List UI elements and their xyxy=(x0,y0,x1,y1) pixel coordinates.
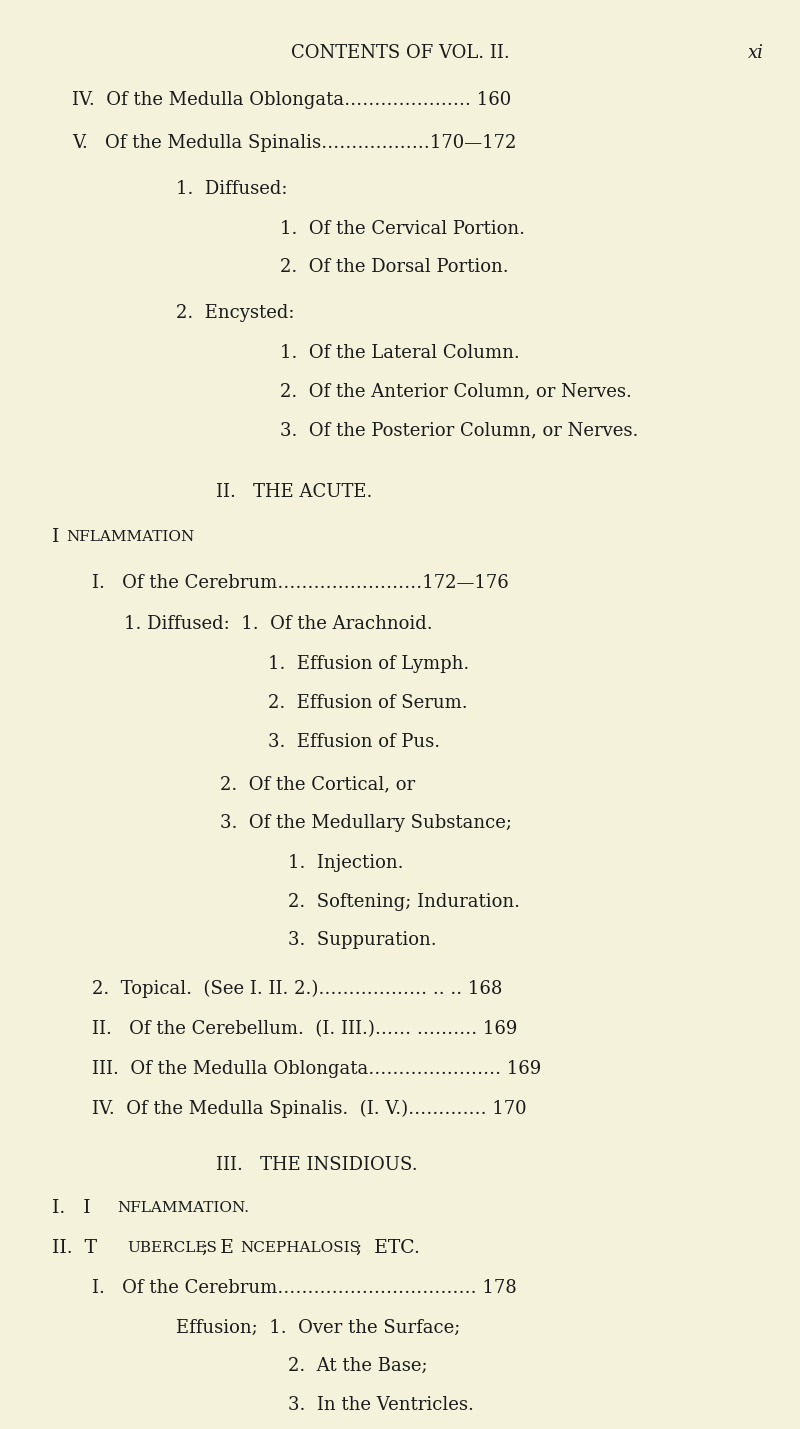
Text: 2.  At the Base;: 2. At the Base; xyxy=(288,1358,428,1375)
Text: 1.  Injection.: 1. Injection. xyxy=(288,855,403,872)
Text: V.   Of the Medulla Spinalis………………170—172: V. Of the Medulla Spinalis………………170—172 xyxy=(72,134,516,151)
Text: 3.  Of the Posterior Column, or Nerves.: 3. Of the Posterior Column, or Nerves. xyxy=(280,422,638,439)
Text: I: I xyxy=(52,529,59,546)
Text: UBERCLES: UBERCLES xyxy=(127,1240,217,1255)
Text: II.   THE ACUTE.: II. THE ACUTE. xyxy=(216,483,372,500)
Text: I.   Of the Cerebrum……………………172—176: I. Of the Cerebrum……………………172—176 xyxy=(92,574,509,592)
Text: III.  Of the Medulla Oblongata…………………. 169: III. Of the Medulla Oblongata…………………. 16… xyxy=(92,1060,542,1077)
Text: 1.  Diffused:: 1. Diffused: xyxy=(176,180,287,197)
Text: 2.  Of the Cortical, or: 2. Of the Cortical, or xyxy=(220,776,415,793)
Text: 3.  Suppuration.: 3. Suppuration. xyxy=(288,932,437,949)
Text: ;  ETC.: ; ETC. xyxy=(356,1239,420,1256)
Text: 3.  Of the Medullary Substance;: 3. Of the Medullary Substance; xyxy=(220,815,512,832)
Text: 1. Diffused:  1.  Of the Arachnoid.: 1. Diffused: 1. Of the Arachnoid. xyxy=(124,616,433,633)
Text: 1.  Effusion of Lymph.: 1. Effusion of Lymph. xyxy=(268,656,470,673)
Text: 2.  Of the Anterior Column, or Nerves.: 2. Of the Anterior Column, or Nerves. xyxy=(280,383,632,400)
Text: NFLAMMATION.: NFLAMMATION. xyxy=(118,1200,250,1215)
Text: I.   Of the Cerebrum…………………………… 178: I. Of the Cerebrum…………………………… 178 xyxy=(92,1279,517,1296)
Text: II.  T: II. T xyxy=(52,1239,97,1256)
Text: II.   Of the Cerebellum.  (I. III.)…… ………. 169: II. Of the Cerebellum. (I. III.)…… ………. … xyxy=(92,1020,518,1037)
Text: CONTENTS OF VOL. II.: CONTENTS OF VOL. II. xyxy=(290,44,510,61)
Text: IV.  Of the Medulla Oblongata………………… 160: IV. Of the Medulla Oblongata………………… 160 xyxy=(72,91,511,109)
Text: 2.  Topical.  (See I. II. 2.)……………… .. .. 168: 2. Topical. (See I. II. 2.)……………… .. .. … xyxy=(92,980,502,997)
Text: I.   I: I. I xyxy=(52,1199,90,1216)
Text: 2.  Of the Dorsal Portion.: 2. Of the Dorsal Portion. xyxy=(280,259,509,276)
Text: NFLAMMATION: NFLAMMATION xyxy=(66,530,194,544)
Text: 2.  Effusion of Serum.: 2. Effusion of Serum. xyxy=(268,694,468,712)
Text: 2.  Softening; Induration.: 2. Softening; Induration. xyxy=(288,893,520,910)
Text: ;  E: ; E xyxy=(202,1239,234,1256)
Text: xi: xi xyxy=(748,44,764,61)
Text: 3.  Effusion of Pus.: 3. Effusion of Pus. xyxy=(268,733,440,750)
Text: 1.  Of the Cervical Portion.: 1. Of the Cervical Portion. xyxy=(280,220,525,237)
Text: IV.  Of the Medulla Spinalis.  (I. V.)…………. 170: IV. Of the Medulla Spinalis. (I. V.)…………… xyxy=(92,1100,526,1117)
Text: 1.  Of the Lateral Column.: 1. Of the Lateral Column. xyxy=(280,344,520,362)
Text: III.   THE INSIDIOUS.: III. THE INSIDIOUS. xyxy=(216,1156,418,1173)
Text: 3.  In the Ventricles.: 3. In the Ventricles. xyxy=(288,1396,474,1413)
Text: 2.  Encysted:: 2. Encysted: xyxy=(176,304,294,322)
Text: Effusion;  1.  Over the Surface;: Effusion; 1. Over the Surface; xyxy=(176,1319,460,1336)
Text: NCEPHALOSIS: NCEPHALOSIS xyxy=(240,1240,360,1255)
